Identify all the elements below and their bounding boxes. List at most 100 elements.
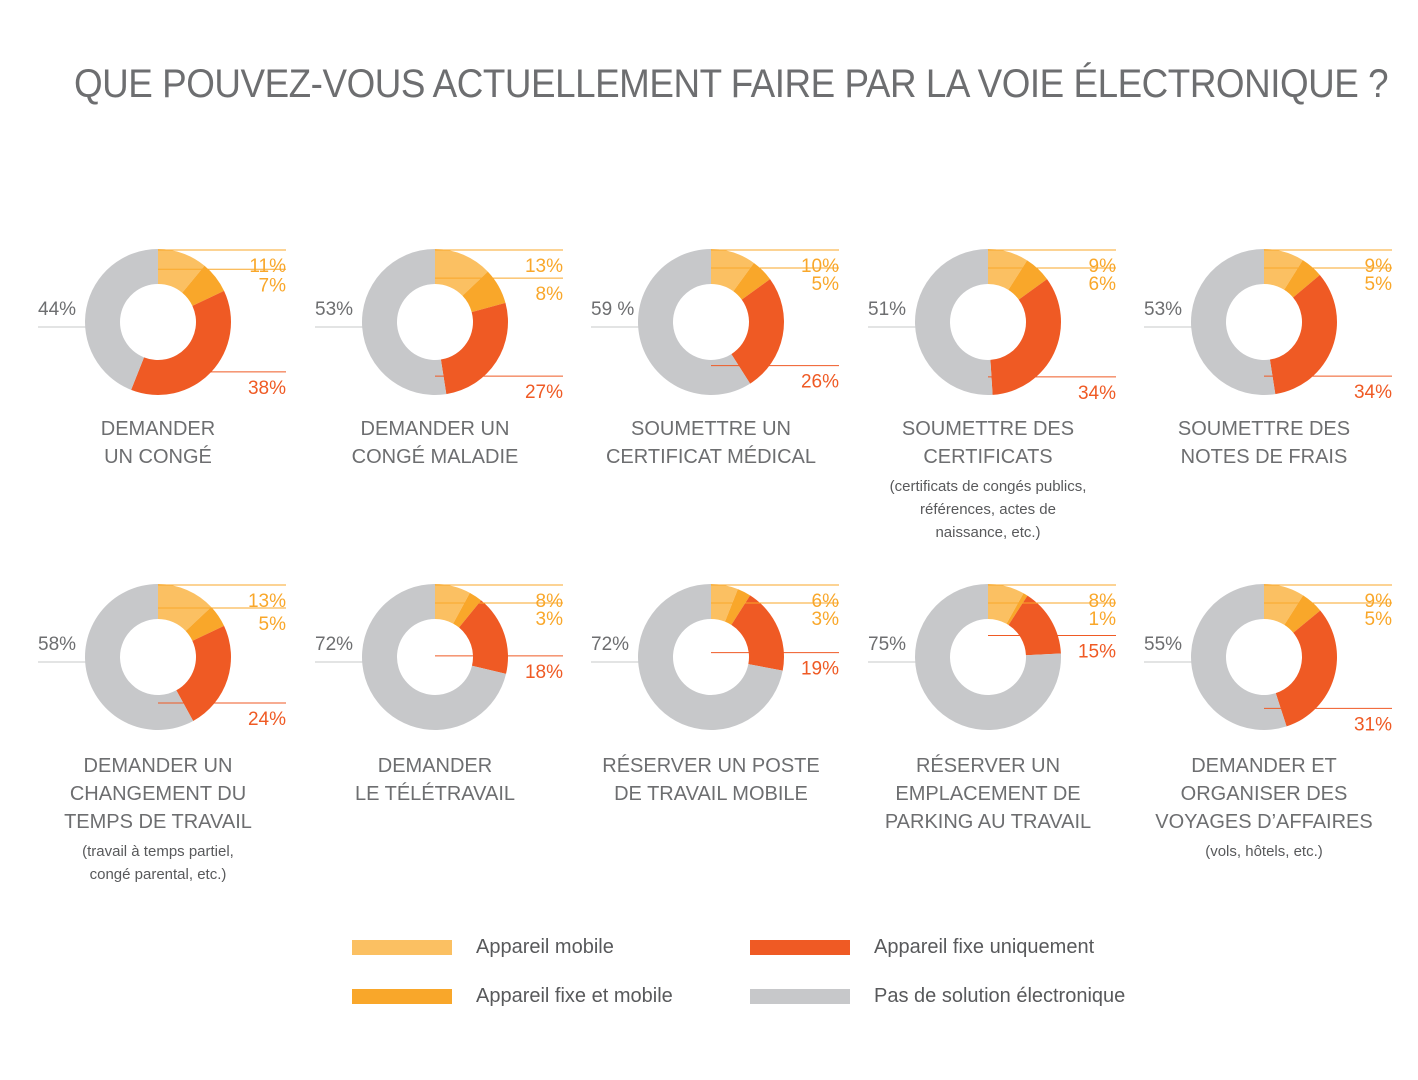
slice-mobile — [158, 249, 205, 293]
chart-subtitle: (certificats de congés publics, référenc… — [889, 478, 1087, 541]
slice-fixed-and-mobile — [733, 262, 771, 300]
slice-fixed-only — [1269, 274, 1337, 395]
slice-mobile — [435, 584, 470, 624]
donut-chart: 9%5% 34% 53% — [1144, 248, 1393, 403]
slice-fixed-and-mobile — [724, 589, 751, 625]
slice-fixed-and-mobile — [453, 592, 482, 628]
value-label-no-solution: 58% — [38, 634, 76, 655]
slice-fixed-and-mobile — [1006, 593, 1028, 626]
slice-mobile — [1264, 584, 1304, 625]
donut-chart: 13% 8% 27% 53% — [315, 248, 564, 403]
value-label-mobile: 13% — [525, 256, 563, 277]
slice-mobile — [1264, 249, 1303, 290]
slice-fixed-only — [731, 595, 785, 671]
value-label-mobile: 8% — [536, 591, 564, 612]
legend-swatch-mobile — [352, 939, 452, 955]
legend-label-fixed-only: Appareil fixe uniquement — [874, 935, 1095, 958]
value-label-no-solution: 44% — [38, 299, 76, 320]
value-label-mobile: 13% — [248, 591, 286, 612]
slice-no-solution — [362, 248, 447, 395]
value-label-mobile: 11% — [249, 256, 286, 277]
slice-mobile — [988, 249, 1028, 290]
chart-caption: RÉSERVER UN EMPLACEMENT DE PARKING AU TR… — [868, 752, 1108, 836]
value-label-no-solution: 59 % — [591, 299, 634, 320]
value-label-fixed-only: 18% — [525, 662, 563, 683]
value-label-no-solution: 53% — [315, 299, 353, 320]
chart-title: SOUMETTRE DES NOTES DE FRAIS — [1177, 418, 1351, 468]
chart-caption: DEMANDER UN CHANGEMENT DU TEMPS DE TRAVA… — [38, 752, 278, 886]
value-label-mobile: 9% — [1365, 591, 1393, 612]
slice-fixed-only — [1008, 595, 1061, 656]
value-label-fixed-and-mobile: 5% — [812, 274, 840, 295]
legend-label-fixed-and-mobile: Appareil fixe et mobile — [476, 984, 673, 1007]
value-label-fixed-only: 31% — [1354, 714, 1392, 735]
value-label-fixed-and-mobile: 8% — [536, 284, 564, 305]
value-label-fixed-and-mobile: 5% — [1365, 274, 1393, 295]
chart-caption: DEMANDER UN CONGÉ MALADIE — [315, 415, 555, 471]
slice-fixed-and-mobile — [462, 271, 506, 313]
slice-fixed-and-mobile — [1284, 595, 1321, 633]
value-label-fixed-only: 24% — [248, 709, 286, 730]
value-label-fixed-only: 38% — [248, 378, 286, 399]
value-label-fixed-and-mobile: 1% — [1089, 609, 1117, 630]
value-label-mobile: 9% — [1365, 256, 1393, 277]
value-label-mobile: 8% — [1089, 591, 1117, 612]
chart-caption: DEMANDER ET ORGANISER DES VOYAGES D’AFFA… — [1144, 752, 1384, 863]
slice-fixed-only — [131, 290, 231, 395]
value-label-mobile: 10% — [801, 256, 839, 277]
slice-no-solution — [637, 249, 751, 395]
chart-title: SOUMETTRE UN CERTIFICAT MÉDICAL — [605, 418, 817, 468]
chart-title: RÉSERVER UN EMPLACEMENT DE PARKING AU TR… — [884, 755, 1092, 833]
slice-fixed-only — [1275, 610, 1337, 727]
value-label-fixed-and-mobile: 5% — [259, 614, 287, 635]
slice-fixed-and-mobile — [1008, 260, 1048, 300]
legend-item-mobile: Appareil mobile — [352, 935, 614, 958]
legend-swatch-fixed-only — [750, 939, 850, 955]
legend-swatch-no-solution — [750, 988, 850, 1004]
slice-fixed-and-mobile — [1284, 260, 1320, 298]
slice-no-solution — [84, 584, 194, 730]
legend-swatch-fixed-and-mobile — [352, 988, 452, 1004]
slice-no-solution — [84, 249, 158, 390]
chart-title: DEMANDER UN CONGÉ MALADIE — [351, 418, 519, 468]
chart-title: DEMANDER UN CONGÉ — [100, 418, 216, 468]
value-label-fixed-only: 34% — [1354, 382, 1392, 403]
page-title: QUE POUVEZ-VOUS ACTUELLEMENT FAIRE PAR L… — [74, 62, 1389, 106]
slice-fixed-only — [990, 279, 1061, 395]
legend-label-mobile: Appareil mobile — [476, 935, 614, 958]
legend-item-fixed-and-mobile: Appareil fixe et mobile — [352, 984, 673, 1007]
chart-caption: SOUMETTRE DES NOTES DE FRAIS — [1144, 415, 1384, 471]
value-label-no-solution: 55% — [1144, 634, 1182, 655]
slice-fixed-only — [176, 625, 231, 721]
slice-fixed-only — [440, 302, 509, 395]
value-label-fixed-only: 27% — [525, 382, 563, 403]
value-label-fixed-only: 19% — [801, 659, 839, 680]
donut-chart: 9%5% 31% 55% — [1144, 584, 1392, 735]
chart-title: DEMANDER LE TÉLÉTRAVAIL — [354, 755, 516, 805]
value-label-mobile: 6% — [812, 591, 840, 612]
chart-subtitle: (vols, hôtels, etc.) — [1205, 843, 1323, 860]
chart-caption: DEMANDER UN CONGÉ — [38, 415, 278, 471]
slice-no-solution — [1191, 584, 1287, 730]
chart-caption: RÉSERVER UN POSTE DE TRAVAIL MOBILE — [591, 752, 831, 808]
value-label-fixed-and-mobile: 6% — [1089, 274, 1117, 295]
slice-mobile — [711, 249, 754, 292]
value-label-fixed-and-mobile: 5% — [1365, 609, 1393, 630]
legend-item-fixed-only: Appareil fixe uniquement — [750, 935, 1095, 958]
value-label-fixed-only: 34% — [1078, 383, 1116, 404]
value-label-no-solution: 51% — [868, 299, 906, 320]
chart-title: RÉSERVER UN POSTE DE TRAVAIL MOBILE — [602, 755, 820, 805]
slice-fixed-and-mobile — [185, 607, 225, 641]
donut-chart: 10%5% 26% 59 % — [591, 249, 839, 395]
slice-no-solution — [362, 584, 507, 730]
chart-subtitle: (travail à temps partiel, congé parental… — [82, 843, 234, 883]
donut-chart: 8%1% 15% 75% — [868, 584, 1117, 731]
value-label-fixed-and-mobile: 7% — [259, 275, 287, 296]
slice-mobile — [988, 584, 1024, 624]
chart-caption: SOUMETTRE UN CERTIFICAT MÉDICAL — [591, 415, 831, 471]
value-label-no-solution: 53% — [1144, 299, 1182, 320]
donut-chart: 6%3% 19% 72% — [591, 584, 839, 730]
donut-chart: 11%7% 38% 44% — [38, 249, 286, 399]
